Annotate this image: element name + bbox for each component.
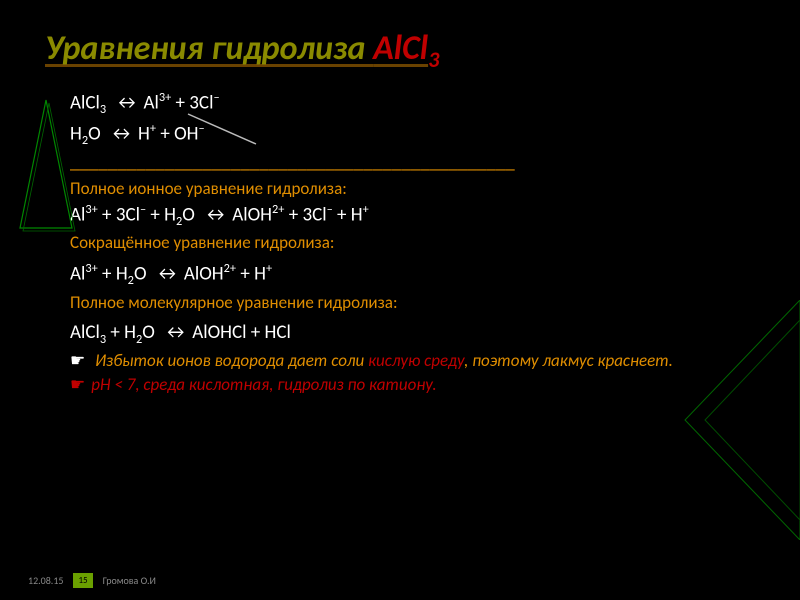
title-compound-base: AlCl <box>373 28 428 69</box>
footer: 12.08.15 15 Громова О.И <box>28 573 156 588</box>
slide-title: Уравнения гидролиза AlCl3 <box>45 30 755 72</box>
footer-date: 12.08.15 <box>28 574 63 587</box>
note-excess-h: Избыток ионов водорода дает соли кислую … <box>70 350 755 371</box>
label-full-ionic: Полное ионное уравнение гидролиза: <box>70 178 755 199</box>
eq-short-ionic: Al3+ + H2O ↔ AlOH2+ + H+ <box>70 261 755 289</box>
label-short-ionic: Сокращённое уравнение гидролиза: <box>70 232 755 253</box>
slide: Уравнения гидролиза AlCl3 AlCl3 ↔ Al3+ +… <box>0 0 800 600</box>
eq-full-ionic: Al3+ + 3Cl– + H2O ↔ AlOH2+ + 3Cl– + H+ <box>70 202 755 230</box>
eq-dissociation-alcl3: AlCl3 ↔ Al3+ + 3Cl– <box>70 90 755 118</box>
note-ph: рН < 7, среда кислотная, гидролиз по кат… <box>70 374 755 395</box>
footer-author: Громова О.И <box>103 574 156 587</box>
content-block: AlCl3 ↔ Al3+ + 3Cl– H2O ↔ H+ + OH– _____… <box>70 90 755 395</box>
slide-number: 15 <box>73 573 92 588</box>
label-molecular: Полное молекулярное уравнение гидролиза: <box>70 292 755 313</box>
eq-molecular: AlCl3 + H2O ↔ AlOHCl + HCl <box>70 321 755 347</box>
separator-line: ________________________________________… <box>70 151 755 175</box>
eq-dissociation-h2o: H2O ↔ H+ + OH– <box>70 121 755 149</box>
decorative-triangle-left <box>16 96 76 236</box>
title-text: Уравнения гидролиза <box>45 28 373 69</box>
title-compound-sub: 3 <box>428 46 439 73</box>
